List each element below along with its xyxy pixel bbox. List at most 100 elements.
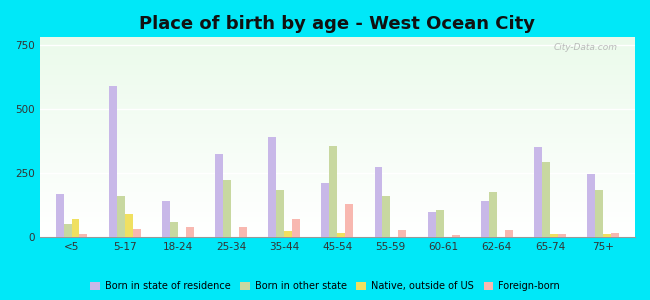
Bar xyxy=(40,187,635,188)
Bar xyxy=(428,212,436,237)
Text: City-Data.com: City-Data.com xyxy=(553,43,617,52)
Bar xyxy=(40,220,635,221)
Bar xyxy=(40,84,635,85)
Bar xyxy=(40,131,635,132)
Bar xyxy=(40,53,635,54)
Bar xyxy=(40,91,635,92)
Bar xyxy=(587,174,595,237)
Bar xyxy=(505,230,513,237)
Bar xyxy=(40,89,635,90)
Bar xyxy=(40,63,635,64)
Bar xyxy=(40,112,635,113)
Bar xyxy=(40,161,635,162)
Bar xyxy=(170,222,178,237)
Bar xyxy=(40,229,635,230)
Bar xyxy=(40,127,635,128)
Bar xyxy=(40,130,635,131)
Bar xyxy=(40,184,635,185)
Bar xyxy=(40,85,635,86)
Bar xyxy=(611,232,619,237)
Bar xyxy=(40,59,635,60)
Bar xyxy=(40,117,635,118)
Bar xyxy=(40,200,635,201)
Bar xyxy=(40,209,635,210)
Bar xyxy=(162,201,170,237)
Bar xyxy=(40,211,635,212)
Bar xyxy=(40,79,635,80)
Bar xyxy=(40,105,635,106)
Bar xyxy=(117,196,125,237)
Bar xyxy=(40,163,635,164)
Bar xyxy=(40,175,635,176)
Bar xyxy=(40,202,635,203)
Bar xyxy=(40,65,635,66)
Bar xyxy=(40,192,635,193)
Bar xyxy=(40,82,635,83)
Bar xyxy=(40,48,635,49)
Bar xyxy=(40,222,635,223)
Bar xyxy=(40,155,635,156)
Bar xyxy=(40,56,635,57)
Bar xyxy=(40,44,635,45)
Bar xyxy=(40,143,635,144)
Bar xyxy=(550,234,558,237)
Bar xyxy=(321,183,330,237)
Bar xyxy=(40,119,635,120)
Bar xyxy=(40,221,635,222)
Bar xyxy=(330,146,337,237)
Bar xyxy=(40,215,635,216)
Bar xyxy=(40,171,635,172)
Bar xyxy=(40,101,635,102)
Bar xyxy=(40,68,635,69)
Bar xyxy=(40,159,635,160)
Bar xyxy=(40,133,635,134)
Bar xyxy=(40,50,635,51)
Bar xyxy=(40,98,635,99)
Bar xyxy=(40,110,635,111)
Bar xyxy=(40,230,635,231)
Bar xyxy=(40,61,635,62)
Bar xyxy=(40,142,635,143)
Bar xyxy=(40,43,635,44)
Bar xyxy=(40,216,635,217)
Bar xyxy=(40,199,635,200)
Bar xyxy=(40,217,635,218)
Bar xyxy=(40,227,635,228)
Bar xyxy=(40,182,635,183)
Bar xyxy=(40,157,635,158)
Bar xyxy=(382,196,391,237)
Bar xyxy=(40,99,635,100)
Bar xyxy=(542,162,550,237)
Bar xyxy=(40,158,635,159)
Bar xyxy=(40,148,635,149)
Bar xyxy=(40,90,635,91)
Bar xyxy=(72,219,79,237)
Bar xyxy=(337,233,345,237)
Bar xyxy=(40,86,635,87)
Bar xyxy=(40,204,635,205)
Bar xyxy=(40,150,635,151)
Bar xyxy=(40,228,635,229)
Bar xyxy=(133,229,140,237)
Bar xyxy=(268,137,276,237)
Bar xyxy=(40,88,635,89)
Bar xyxy=(40,60,635,61)
Bar xyxy=(40,147,635,148)
Bar xyxy=(452,235,460,237)
Bar xyxy=(40,76,635,77)
Bar xyxy=(558,234,566,237)
Bar xyxy=(345,204,353,237)
Bar xyxy=(40,42,635,43)
Bar xyxy=(40,125,635,126)
Bar xyxy=(40,114,635,115)
Bar xyxy=(40,104,635,105)
Bar xyxy=(436,210,444,237)
Bar xyxy=(40,46,635,47)
Bar xyxy=(40,109,635,110)
Bar xyxy=(40,111,635,112)
Bar xyxy=(40,214,635,215)
Bar xyxy=(40,92,635,93)
Bar xyxy=(40,41,635,42)
Bar xyxy=(40,156,635,157)
Bar xyxy=(40,223,635,224)
